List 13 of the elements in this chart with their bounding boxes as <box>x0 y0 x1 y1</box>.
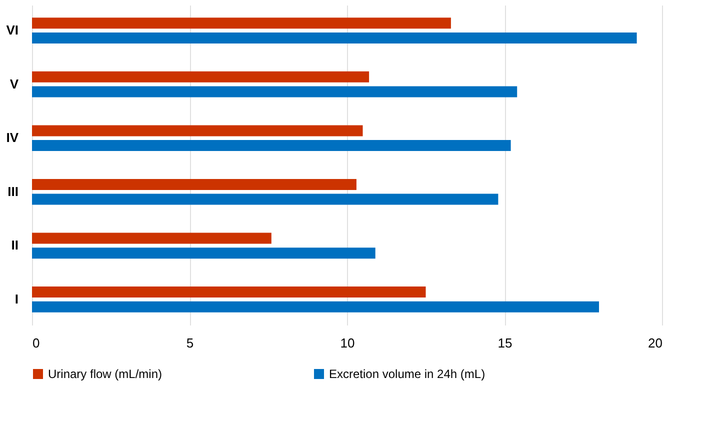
y-tick-label: IV <box>6 130 19 146</box>
x-tick-label: 15 <box>498 336 512 350</box>
y-tick-label: III <box>8 184 18 199</box>
y-tick-label: VI <box>6 22 18 38</box>
x-tick-label: 10 <box>340 336 355 350</box>
x-tick-label: 5 <box>186 336 194 350</box>
x-tick-label: 20 <box>648 336 662 350</box>
x-tick-label: 0 <box>32 336 40 350</box>
legend-label: Excretion volume in 24h (mL) <box>329 367 486 381</box>
y-tick-label: I <box>14 291 18 306</box>
y-tick-label: II <box>11 238 18 253</box>
legend-label: Urinary flow (mL/min) <box>48 367 162 381</box>
y-tick-label: V <box>10 76 19 92</box>
